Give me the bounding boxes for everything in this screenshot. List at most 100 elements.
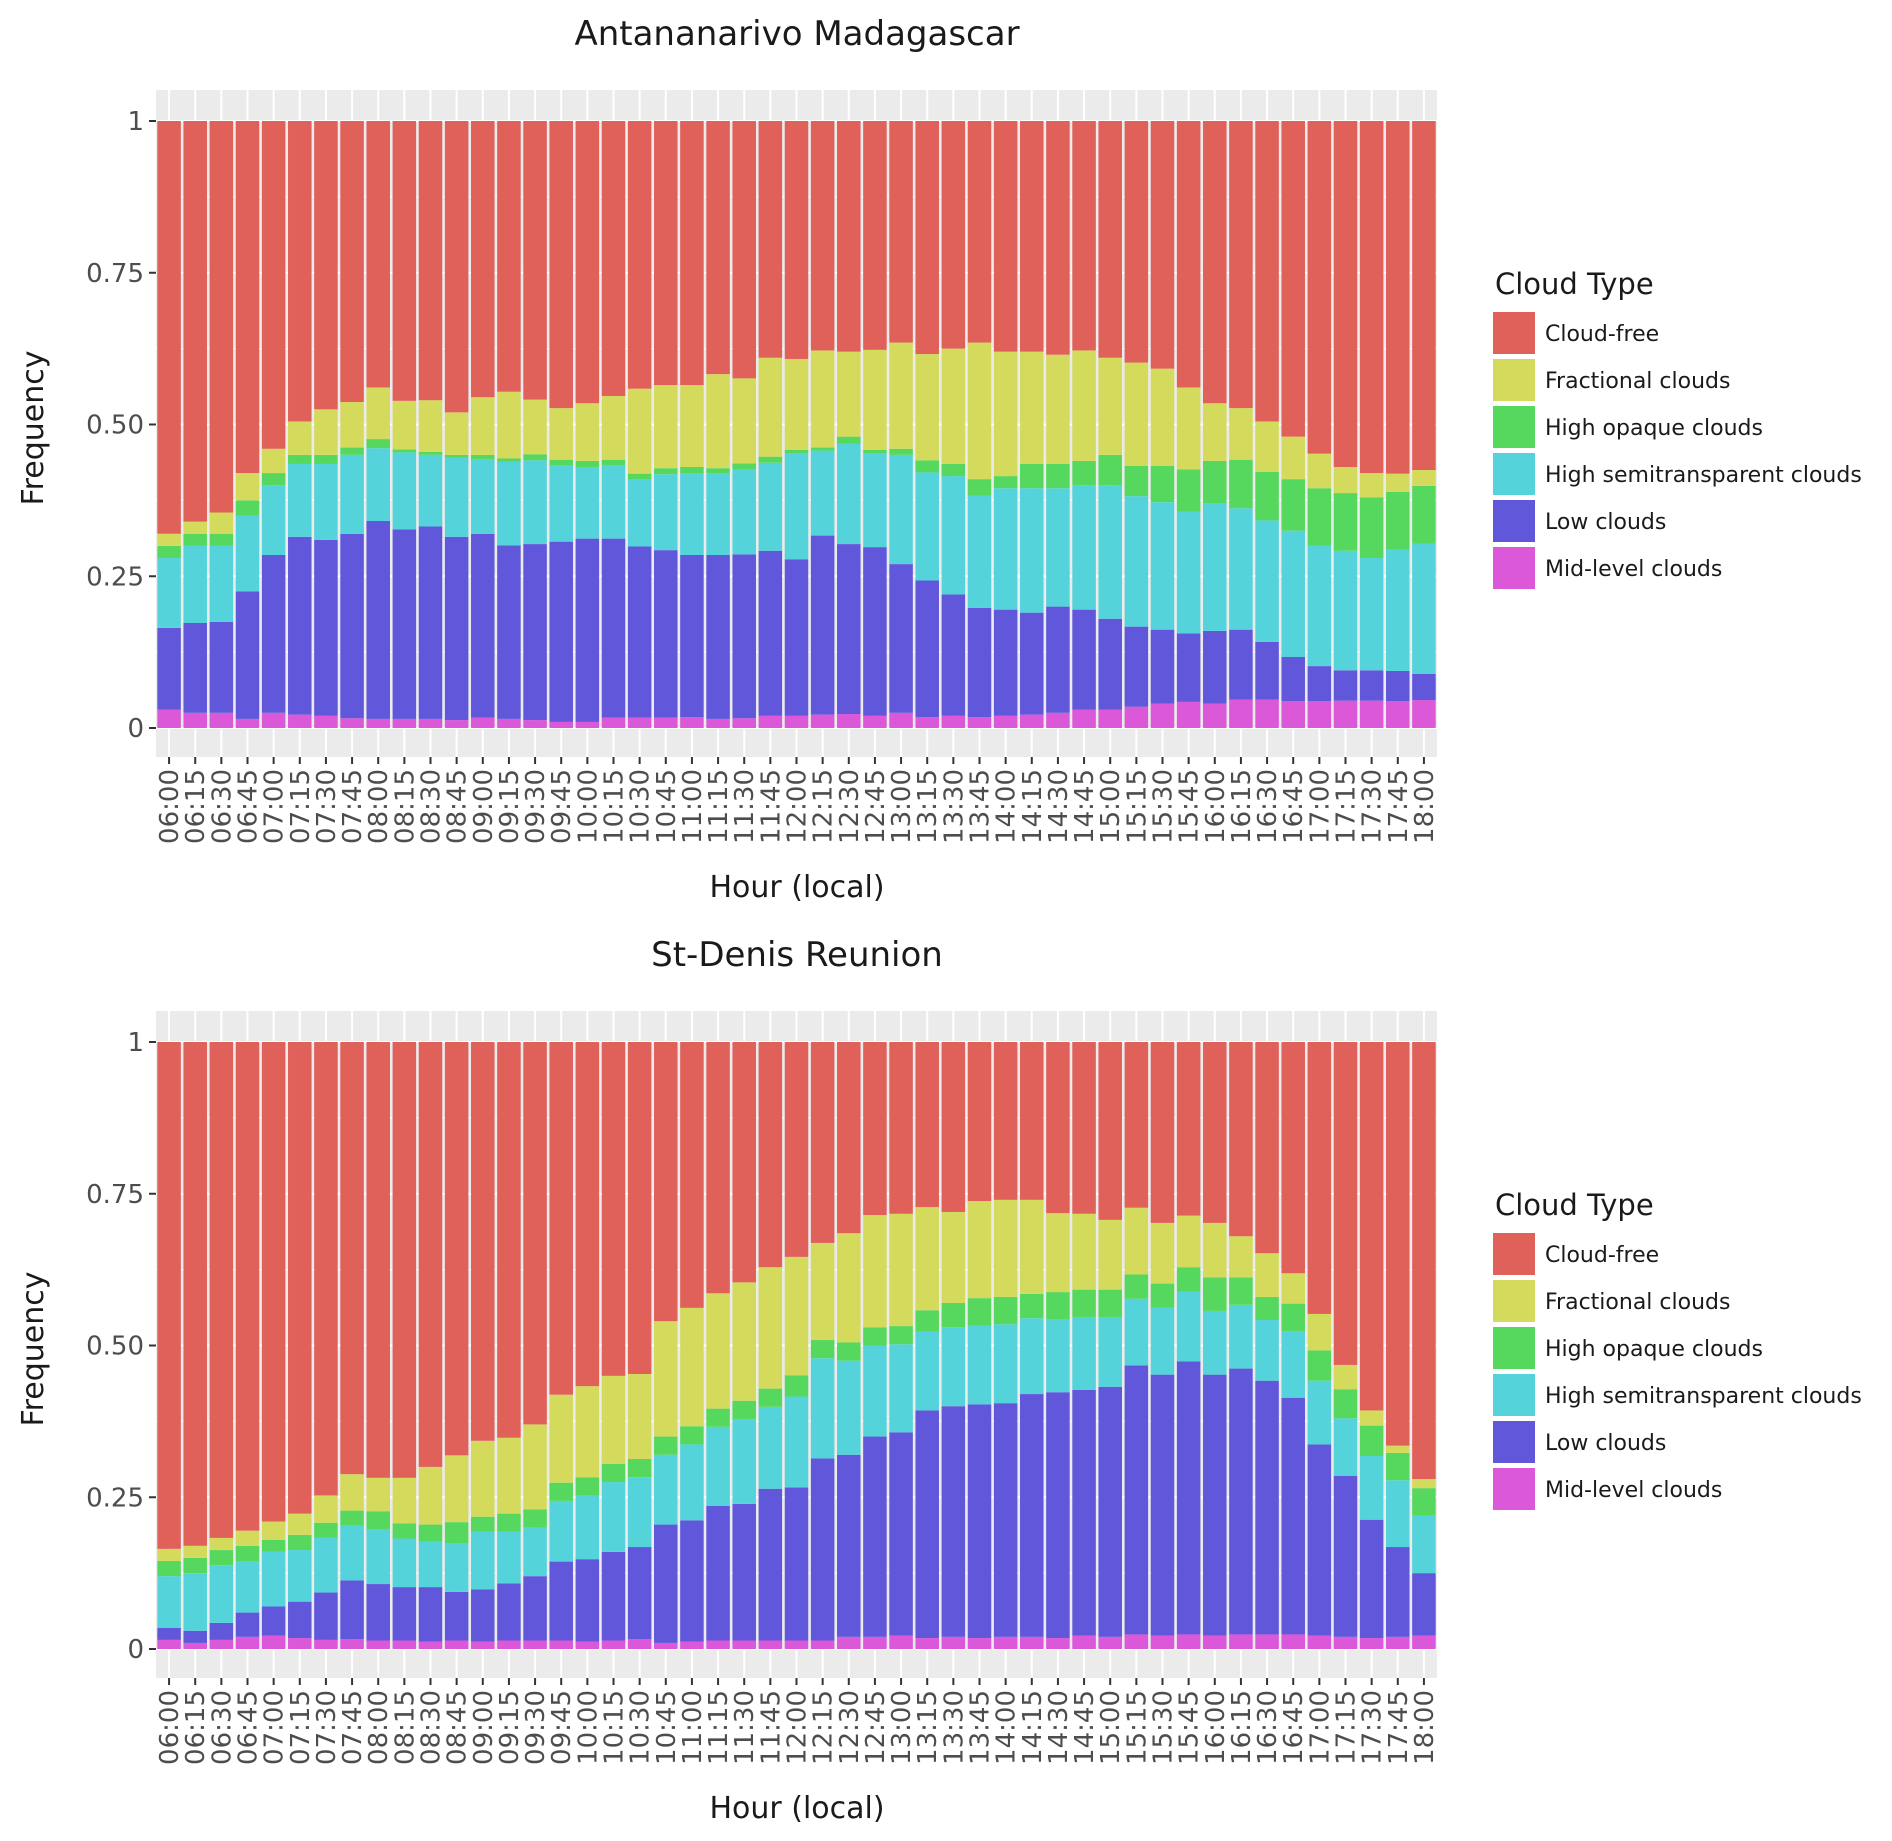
bar-segment-fractional-clouds [967,342,992,480]
x-tick-label: 13:45 [966,769,996,844]
x-tick-label: 09:00 [469,769,499,844]
x-tick-label: 08:45 [443,769,473,844]
bar-segment-low-clouds [314,1592,338,1640]
bar-segment-low-clouds [758,1488,783,1641]
bar-segment-fractional-clouds [261,448,286,474]
bar-segment-low-clouds [810,535,835,715]
bar-segment-low-clouds [497,545,521,719]
bar-segment-fractional-clouds [209,512,234,534]
bar-segment-high-semitransparent-clouds [497,1531,521,1584]
y-tick-label: 0.25 [86,562,144,592]
bar-segment-high-opaque-clouds [758,456,783,463]
bar-segment-cloud-free [627,1042,652,1375]
bar-segment-high-semitransparent-clouds [601,1482,626,1552]
bar-segment-high-semitransparent-clouds [1359,1455,1384,1520]
bar-segment-fractional-clouds [261,1521,286,1540]
y-axis-title: Frequency [16,351,51,506]
x-tick-label: 15:15 [1122,769,1152,844]
bar-segment-cloud-free [1046,121,1070,355]
bar-segment-low-clouds [1046,1392,1070,1639]
x-tick-label: 13:45 [966,1690,996,1765]
x-tick-label: 17:45 [1384,769,1414,844]
bar-segment-cloud-free [1150,121,1175,369]
bar-segment-mid-level-clouds [235,1636,260,1649]
y-tick-label: 1 [127,1028,144,1058]
bar-segment-fractional-clouds [1124,1207,1149,1275]
x-tick-label: 14:30 [1044,769,1074,844]
bar-segment-fractional-clouds [157,1548,181,1561]
y-tick-label: 0.25 [86,1483,144,1513]
legend-label: Cloud-free [1545,1243,1659,1268]
bar-segment-cloud-free [1307,1042,1332,1314]
x-tick-label: 11:30 [730,769,760,844]
bar-segment-fractional-clouds [392,400,417,450]
bar-segment-high-opaque-clouds [497,458,521,462]
bar-segment-mid-level-clouds [1176,701,1201,728]
bar-segment-high-semitransparent-clouds [235,515,260,592]
bar-segment-high-semitransparent-clouds [1386,549,1410,671]
bar-segment-high-opaque-clouds [418,451,443,455]
legend-label: High opaque clouds [1545,416,1763,441]
bar-segment-high-semitransparent-clouds [837,443,861,545]
bar-segment-fractional-clouds [314,1495,338,1523]
bar-segment-high-opaque-clouds [471,1516,495,1532]
bar-segment-high-semitransparent-clouds [366,1529,390,1585]
bar-segment-cloud-free [1150,1042,1175,1223]
bar-segment-cloud-free [1072,1042,1096,1214]
bar-segment-low-clouds [235,591,260,719]
bar-segment-low-clouds [1176,1361,1201,1635]
legend-swatch [1493,1233,1535,1275]
bar-segment-low-clouds [523,1576,547,1641]
bar-segment-mid-level-clouds [1255,699,1279,728]
bar-segment-fractional-clouds [1359,473,1384,498]
bar-segment-cloud-free [1203,121,1227,404]
bar-segment-low-clouds [1255,1380,1279,1635]
x-tick-label: 14:30 [1044,1690,1074,1765]
bar-segment-high-semitransparent-clouds [915,1331,939,1411]
x-tick-label: 06:00 [155,1690,185,1765]
bar-segment-mid-level-clouds [444,720,469,728]
bar-segment-high-opaque-clouds [288,454,312,464]
bar-segment-cloud-free [471,1042,495,1441]
bar-segment-mid-level-clouds [1333,1636,1358,1649]
bar-segment-high-semitransparent-clouds [1386,1480,1410,1548]
bar-segment-fractional-clouds [1098,357,1122,455]
bar-segment-mid-level-clouds [1386,701,1410,728]
bar-segment-low-clouds [288,536,312,715]
legend-swatch [1493,359,1535,401]
bar-segment-high-opaque-clouds [366,439,390,449]
x-tick-label: 14:00 [992,1690,1022,1765]
x-axis: 06:0006:1506:3006:4507:0007:1507:3007:45… [155,757,1440,844]
bar-segment-mid-level-clouds [1229,699,1253,728]
bar-segment-cloud-free [1229,1042,1253,1237]
bar-segment-mid-level-clouds [654,1642,678,1649]
bar-segment-high-opaque-clouds [1150,1283,1175,1308]
bar-segment-low-clouds [209,621,234,713]
bar-segment-fractional-clouds [784,1256,809,1376]
bar-segment-high-opaque-clouds [1386,1452,1410,1481]
bar-segment-high-opaque-clouds [340,1510,364,1526]
x-tick-label: 08:45 [443,1690,473,1765]
legend-title: Cloud Type [1495,267,1654,301]
bar-segment-mid-level-clouds [1124,1634,1149,1649]
bar-segment-fractional-clouds [288,1513,312,1535]
bar-segment-mid-level-clouds [1150,703,1175,728]
bar-segment-cloud-free [549,1042,573,1395]
bar-segment-high-semitransparent-clouds [1020,488,1044,613]
bar-segment-mid-level-clouds [314,1639,338,1649]
bar-segment-high-semitransparent-clouds [288,1550,312,1602]
bar-segment-fractional-clouds [889,342,913,449]
bar-segment-high-semitransparent-clouds [575,1495,600,1560]
bar-segment-fractional-clouds [366,1477,390,1512]
legend-label: Mid-level clouds [1545,557,1722,582]
bar-segment-high-opaque-clouds [1098,1289,1122,1317]
bar-segment-high-opaque-clouds [1281,1303,1305,1331]
bar-segment-fractional-clouds [706,1293,730,1409]
x-tick-label: 17:45 [1384,1690,1414,1765]
x-tick-label: 08:00 [364,769,394,844]
bar-segment-fractional-clouds [1255,1253,1279,1297]
x-tick-label: 08:30 [417,1690,447,1765]
bar-segment-low-clouds [863,1436,887,1637]
bar-segment-low-clouds [1020,612,1044,715]
bar-segment-mid-level-clouds [1359,700,1384,728]
